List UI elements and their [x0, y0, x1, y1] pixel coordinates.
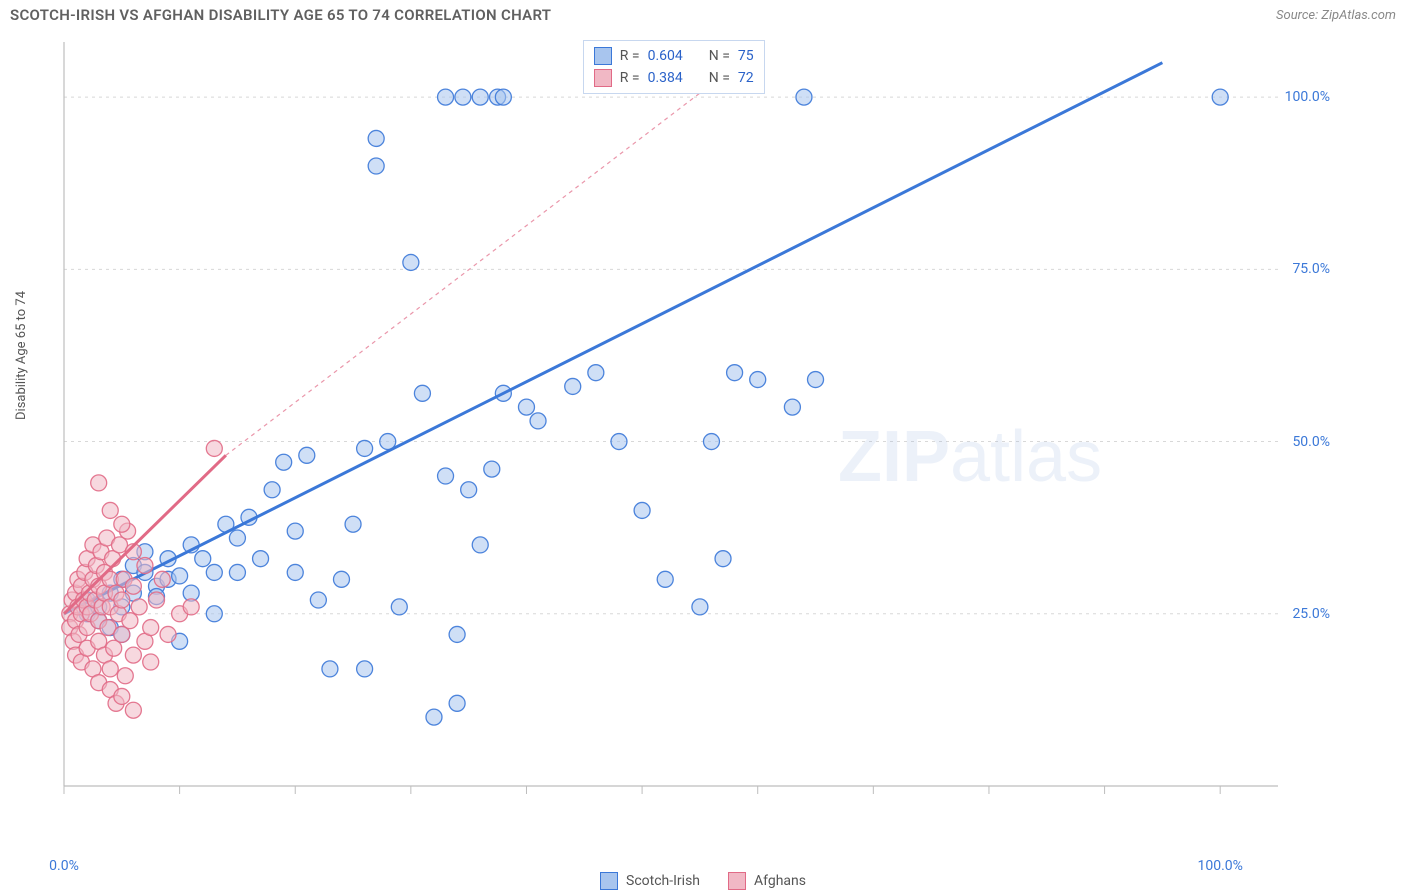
source-attribution: Source: ZipAtlas.com	[1276, 8, 1396, 23]
stat-N-label: N =	[709, 45, 730, 67]
legend-swatch	[594, 47, 612, 65]
y-tick-label: 75.0%	[1292, 261, 1330, 277]
stats-legend: R = 0.604 N = 75 R = 0.384 N = 72	[583, 40, 765, 94]
stat-N-label: N =	[709, 67, 730, 89]
chart-title: SCOTCH-IRISH VS AFGHAN DISABILITY AGE 65…	[10, 6, 551, 24]
legend-item: Afghans	[728, 872, 806, 890]
y-axis-label: Disability Age 65 to 74	[14, 291, 29, 420]
y-tick-label: 100.0%	[1285, 89, 1330, 105]
y-tick-label: 50.0%	[1292, 434, 1330, 450]
series-legend: Scotch-Irish Afghans	[600, 872, 806, 890]
legend-swatch	[600, 872, 618, 890]
scatter-plot: ZIPatlas R =0.604N =75R =0.384N =72	[58, 36, 1338, 826]
legend-swatch	[728, 872, 746, 890]
stats-legend-row: R = 0.384 N = 72	[594, 67, 754, 89]
stat-R-label: R =	[620, 67, 640, 89]
legend-label: Scotch-Irish	[626, 873, 700, 889]
stat-R-value: 0.604	[648, 45, 683, 67]
chart-header: SCOTCH-IRISH VS AFGHAN DISABILITY AGE 65…	[0, 0, 1406, 24]
plot-svg	[58, 36, 1338, 826]
x-tick-label: 0.0%	[49, 858, 79, 874]
stat-N-value: 72	[738, 67, 754, 89]
legend-swatch	[594, 69, 612, 87]
stat-R-value: 0.384	[648, 67, 683, 89]
legend-label: Afghans	[754, 873, 806, 889]
legend-item: Scotch-Irish	[600, 872, 700, 890]
stat-N-value: 75	[738, 45, 754, 67]
y-tick-label: 25.0%	[1292, 606, 1330, 622]
x-tick-label: 100.0%	[1197, 858, 1242, 874]
stat-R-label: R =	[620, 45, 640, 67]
stats-legend-row: R = 0.604 N = 75	[594, 45, 754, 67]
